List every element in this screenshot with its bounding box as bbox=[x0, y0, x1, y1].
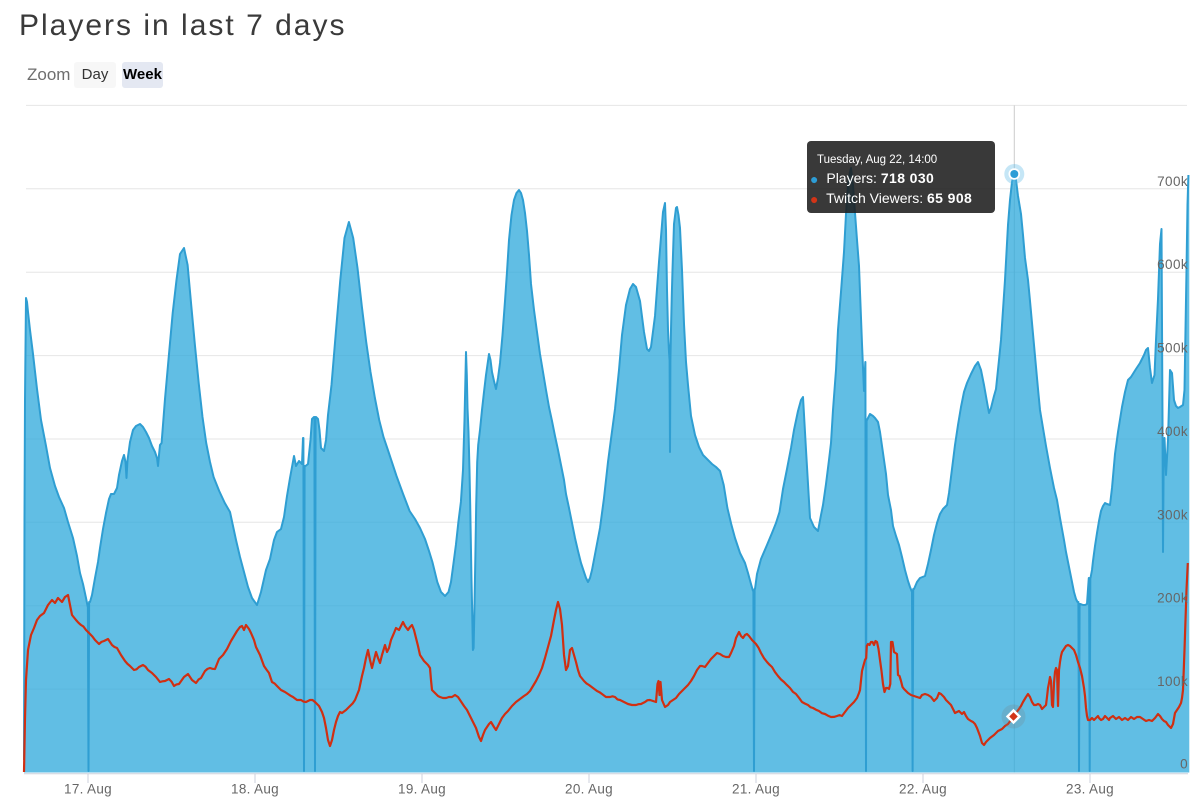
svg-text:19. Aug: 19. Aug bbox=[398, 782, 446, 797]
svg-text:400k: 400k bbox=[1157, 424, 1188, 439]
svg-text:100k: 100k bbox=[1157, 674, 1188, 689]
svg-text:18. Aug: 18. Aug bbox=[231, 782, 279, 797]
svg-text:23. Aug: 23. Aug bbox=[1066, 782, 1114, 797]
svg-text:300k: 300k bbox=[1157, 507, 1188, 522]
svg-text:0: 0 bbox=[1180, 757, 1188, 772]
svg-text:700k: 700k bbox=[1157, 174, 1188, 189]
svg-text:500k: 500k bbox=[1157, 341, 1188, 356]
svg-text:200k: 200k bbox=[1157, 591, 1188, 606]
svg-text:17. Aug: 17. Aug bbox=[64, 782, 112, 797]
svg-text:21. Aug: 21. Aug bbox=[732, 782, 780, 797]
svg-text:600k: 600k bbox=[1157, 257, 1188, 272]
svg-text:22. Aug: 22. Aug bbox=[899, 782, 947, 797]
svg-text:20. Aug: 20. Aug bbox=[565, 782, 613, 797]
